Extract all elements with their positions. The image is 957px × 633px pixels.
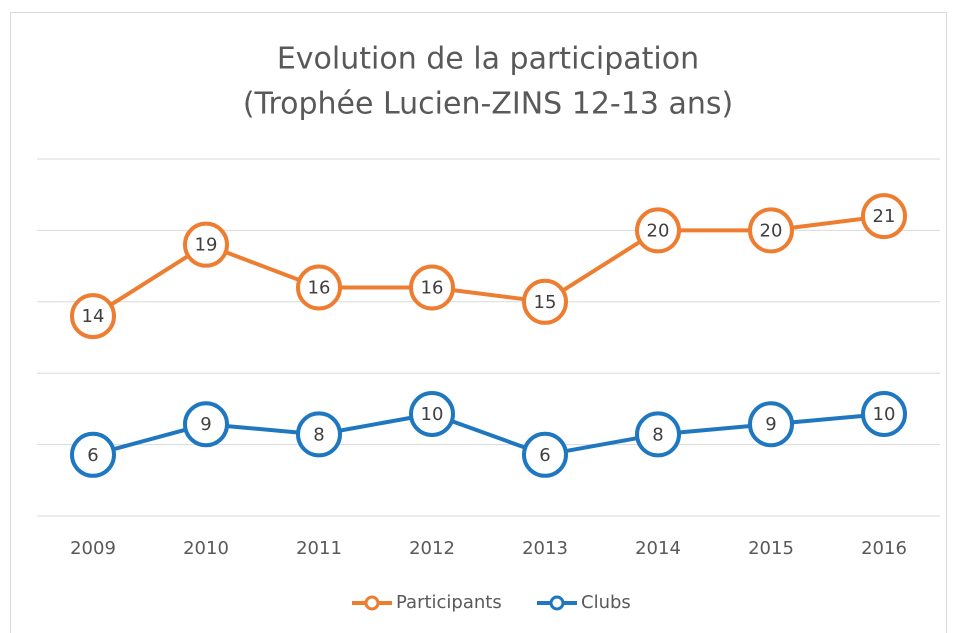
legend-label: Clubs [581, 592, 631, 613]
data-label: 16 [308, 278, 331, 299]
x-tick-label: 2011 [296, 538, 342, 559]
marker [296, 411, 342, 458]
marker [748, 207, 794, 254]
legend-swatch-marker [549, 595, 565, 611]
chart-title: Evolution de la participation [277, 42, 699, 77]
x-tick-label: 2013 [522, 538, 568, 559]
marker [183, 401, 229, 448]
legend-label: Participants [396, 592, 502, 613]
x-tick-label: 2010 [183, 538, 229, 559]
data-label: 15 [534, 292, 557, 313]
chart-frame [10, 12, 947, 633]
data-label: 8 [652, 424, 663, 445]
x-tick-label: 2012 [409, 538, 455, 559]
marker [296, 264, 342, 311]
data-label: 16 [421, 278, 444, 299]
data-label: 8 [313, 424, 324, 445]
marker [183, 221, 229, 268]
marker [635, 411, 681, 458]
data-label: 20 [760, 220, 783, 241]
marker [409, 264, 455, 311]
x-tick-label: 2016 [861, 538, 907, 559]
x-tick-label: 2015 [748, 538, 794, 559]
data-label: 9 [765, 414, 776, 435]
data-label: 20 [647, 220, 670, 241]
data-label: 14 [82, 306, 105, 327]
marker [70, 293, 116, 340]
marker [861, 391, 907, 437]
data-label: 9 [200, 414, 211, 435]
x-tick-label: 2014 [635, 538, 681, 559]
legend-swatch-marker [364, 595, 380, 611]
marker [748, 401, 794, 448]
data-label: 10 [873, 404, 896, 425]
data-label: 10 [421, 404, 444, 425]
marker [70, 431, 116, 478]
x-tick-label: 2009 [70, 538, 116, 559]
data-label: 21 [873, 206, 896, 227]
marker [522, 278, 568, 325]
marker [861, 193, 907, 240]
data-label: 19 [195, 235, 218, 256]
data-label: 6 [539, 445, 550, 466]
data-label: 6 [87, 445, 98, 466]
marker [635, 207, 681, 254]
marker [409, 391, 455, 437]
chart-subtitle: (Trophée Lucien-ZINS 12-13 ans) [243, 87, 733, 122]
marker [522, 431, 568, 478]
